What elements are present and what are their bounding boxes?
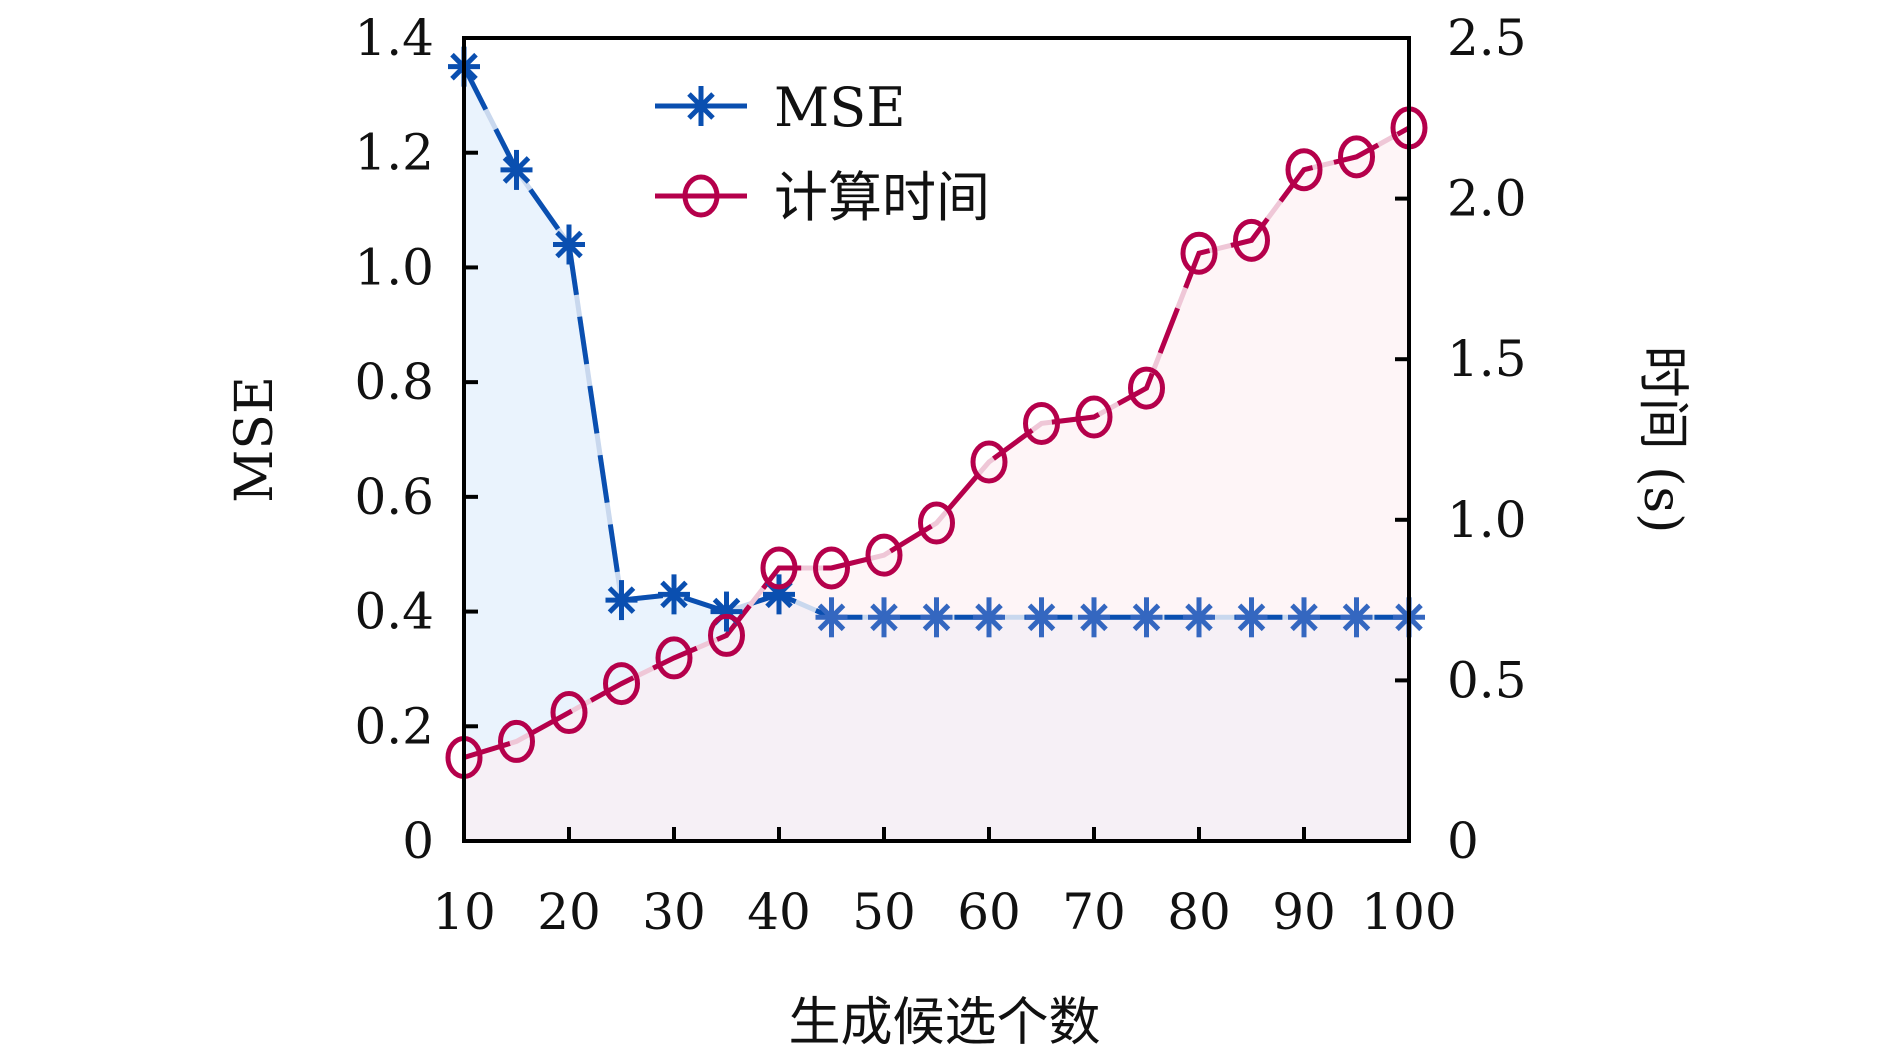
y-tick-label-right: 2.0 [1447,170,1527,228]
plot-frame [462,36,1411,843]
x-tick-label: 10 [432,883,496,941]
y-tick-label-right: 2.5 [1447,9,1527,67]
data-point-time-95 [1338,135,1375,179]
data-point-mse-45 [815,597,848,638]
data-point-mse-15 [500,149,533,190]
data-point-time-70 [1075,395,1113,439]
y-tick-label-left: 0.8 [354,353,434,411]
data-point-time-65 [1023,401,1060,445]
y-tick-label-left: 1.0 [354,238,434,296]
data-point-time-60 [970,440,1008,484]
data-point-time-15 [498,719,535,763]
data-point-time-85 [1233,218,1270,262]
x-tick-label: 60 [957,883,1021,941]
y-tick-label-left: 1.4 [354,9,434,67]
legend-marker [685,86,717,126]
y-axis-title-right: 时间 (s) [1632,346,1692,534]
legend-marker [682,174,720,218]
x-tick-label: 80 [1167,883,1231,941]
data-point-time-50 [865,533,903,577]
data-point-mse-90 [1288,597,1320,638]
series-line-1 [463,125,1411,760]
y-tick-label-left: 1.2 [354,124,434,182]
data-point-mse-65 [1025,597,1058,638]
data-point-mse-85 [1235,597,1268,638]
series-markers [445,46,1428,779]
x-tick-label: 50 [852,883,916,941]
data-point-mse-75 [1130,597,1163,638]
x-tick-label: 30 [642,883,706,941]
legend: MSE 计算时间 [655,76,990,229]
data-point-mse-80 [1183,597,1215,638]
data-point-time-45 [813,546,850,590]
legend-label-time: 计算时间 [774,166,990,229]
x-tick-label: 40 [747,883,811,941]
data-point-time-30 [655,636,693,680]
data-point-mse-25 [605,580,638,621]
y-axis-title-left: MSE [225,376,285,503]
legend-label-mse: MSE [774,76,906,139]
data-point-mse-60 [973,597,1005,638]
y-tick-label-right: 0 [1447,812,1479,870]
y-tick-label-left: 0.4 [354,583,434,641]
y-tick-label-right: 1.0 [1447,491,1527,549]
x-tick-label: 20 [537,883,601,941]
data-point-time-40 [760,546,798,590]
data-point-time-55 [918,501,955,545]
data-point-mse-55 [920,597,953,638]
data-point-mse-20 [553,224,585,265]
data-point-time-25 [603,662,640,706]
x-tick-label: 90 [1272,883,1336,941]
legend-item-time: 计算时间 [655,166,990,229]
y-tick-label-left: 0.2 [354,697,434,755]
y-tick-label-left: 0 [402,812,434,870]
area-fill-1 [464,127,1409,842]
y-tick-label-right: 1.5 [1447,330,1527,388]
data-point-mse-70 [1078,597,1110,638]
legend-asterisk-icon [685,86,717,126]
data-point-time-35 [708,613,745,657]
data-point-mse-50 [868,597,900,638]
data-point-time-90 [1285,148,1323,192]
x-tick-label: 100 [1361,883,1456,941]
data-point-mse-30 [658,574,690,615]
data-point-time-20 [550,691,588,735]
legend-item-mse: MSE [655,76,906,139]
data-point-time-75 [1128,366,1165,410]
tick-labels: 10 20 30 40 50 60 70 80 90 100 0 0.2 0.4 0.6 0.8 1.0 1.2… [354,9,1526,941]
x-tick-label: 70 [1062,883,1126,941]
legend-circle-icon [682,174,720,218]
axis-ticks [462,36,1411,843]
y-tick-label-left: 0.6 [354,468,434,526]
data-point-mse-95 [1340,597,1373,638]
x-axis-title: 生成候选个数 [788,993,1100,1053]
data-point-time-80 [1180,231,1218,275]
y-tick-label-right: 0.5 [1447,651,1527,709]
